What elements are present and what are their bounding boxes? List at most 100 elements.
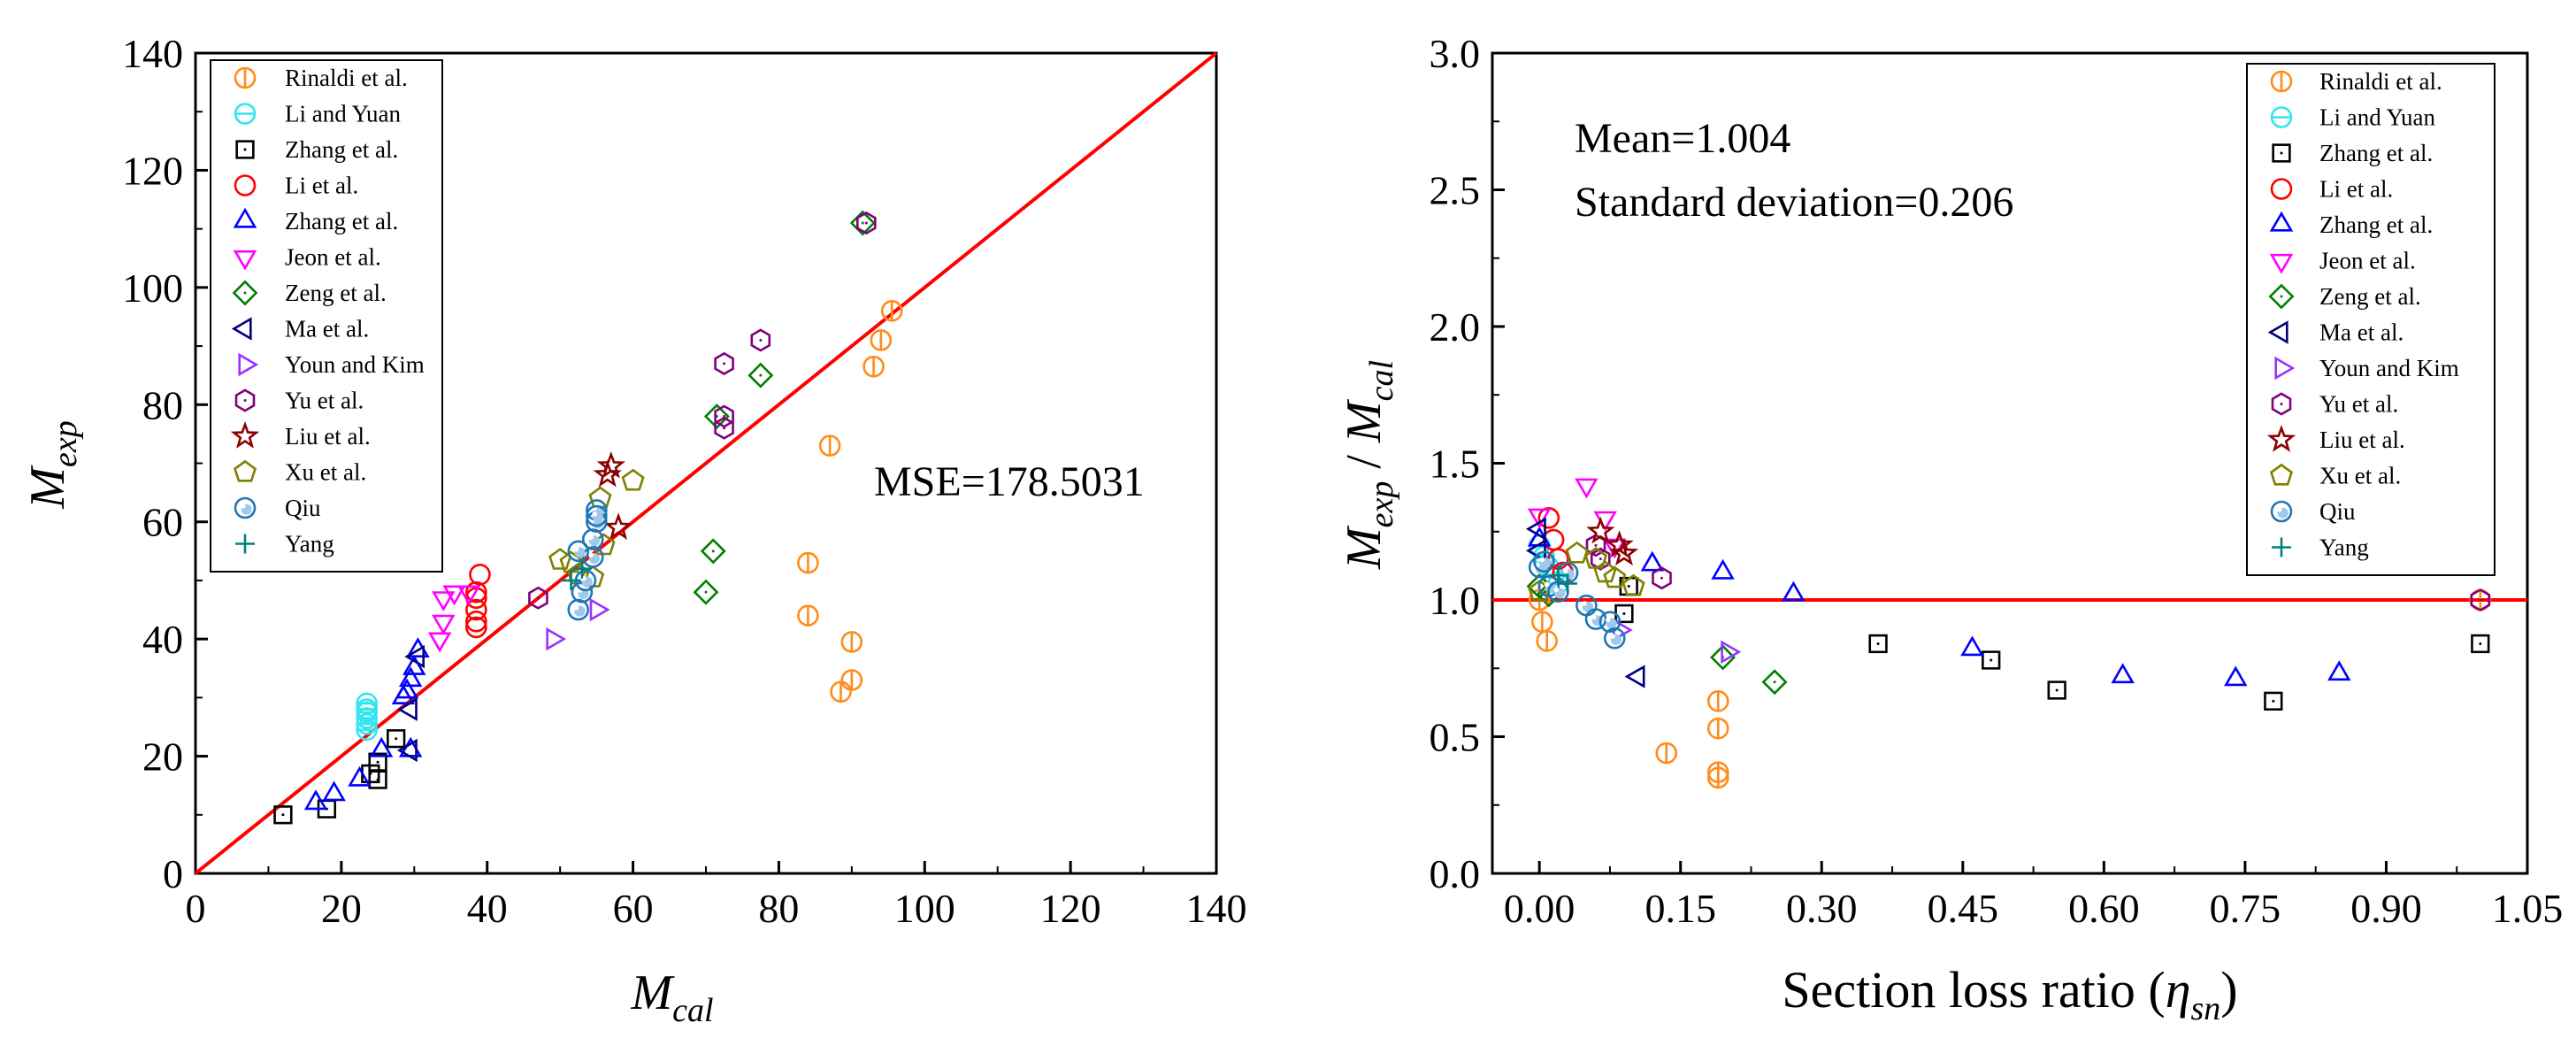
left-legend-item: Qiu <box>234 495 321 521</box>
plus-marker-icon <box>2272 537 2291 557</box>
left-y-tick-label: 60 <box>142 500 183 545</box>
data-point <box>1575 478 1598 499</box>
left-legend-label: Rinaldi et al. <box>285 65 408 91</box>
left-y-tick-label: 80 <box>142 382 183 427</box>
circle-hbar-marker-icon <box>2270 106 2293 128</box>
right-x-tick-label: 0.00 <box>1504 886 1576 931</box>
data-point <box>1603 627 1626 650</box>
left-data-points <box>273 210 903 825</box>
right-series-youn-and-kim-8 <box>1613 618 1742 664</box>
right-legend-item: Zhang et al. <box>2269 211 2433 238</box>
right-legend-item: Li et al. <box>2270 176 2393 203</box>
right-legend-label: Zeng et al. <box>2319 283 2421 310</box>
left-y-tick-label: 20 <box>142 734 183 780</box>
data-point <box>603 512 633 541</box>
right-legend-label: Liu et al. <box>2319 427 2405 453</box>
left-series-ma-et-al-7 <box>396 644 426 763</box>
data-point <box>588 486 612 509</box>
data-point <box>465 598 487 621</box>
right-y-tick-label: 0.0 <box>1430 851 1481 896</box>
data-point <box>442 585 466 606</box>
data-point <box>567 540 590 563</box>
data-point <box>797 604 819 627</box>
left-legend-item: Li and Yuan <box>234 101 401 127</box>
triangle-left-marker-icon <box>231 317 252 341</box>
data-point <box>1603 538 1627 559</box>
left-legend-label: Youn and Kim <box>285 351 425 378</box>
right-legend-item: Qiu <box>2270 498 2356 525</box>
left-legend-label: Li and Yuan <box>285 101 401 127</box>
sphere-marker-icon <box>2270 500 2293 523</box>
left-y-tick-label: 140 <box>122 31 183 76</box>
data-point <box>2470 588 2491 611</box>
left-x-tick-label: 140 <box>1186 886 1247 931</box>
data-point <box>1622 573 1645 596</box>
left-legend-label: Li et al. <box>285 173 358 199</box>
data-point <box>387 729 406 749</box>
right-data-points <box>1525 478 2492 789</box>
star-marker-icon <box>230 420 260 449</box>
data-point <box>356 692 379 715</box>
pentagon-marker-icon <box>233 459 257 482</box>
data-point <box>2471 634 2490 654</box>
right-legend-item: Zeng et al. <box>2268 283 2421 310</box>
star-marker-icon <box>2266 424 2296 452</box>
right-legend-item: Ma et al. <box>2267 319 2404 346</box>
data-point <box>1706 690 1729 712</box>
right-legend-box <box>2246 63 2496 576</box>
right-series-rinaldi-et-al-0 <box>1528 588 2492 789</box>
left-x-tick-label: 0 <box>186 886 206 931</box>
data-point <box>818 434 841 457</box>
data-point <box>396 697 418 721</box>
data-point <box>1609 538 1639 566</box>
data-point <box>840 669 863 691</box>
data-point <box>348 765 372 787</box>
left-legend: Rinaldi et al. Li and Yuan Zhang et al. Li … <box>230 65 425 557</box>
data-point <box>797 551 819 574</box>
diamond-marker-icon <box>2268 283 2295 310</box>
data-point <box>2047 680 2066 700</box>
left-legend-label: Yu et al. <box>285 388 364 414</box>
diamond-marker-icon <box>232 280 258 306</box>
data-point <box>1868 634 1888 654</box>
left-x-tick-label: 120 <box>1040 886 1101 931</box>
data-point <box>714 404 734 428</box>
left-legend-item: Rinaldi et al. <box>234 65 408 91</box>
right-legend-item: Yang <box>2272 534 2369 561</box>
data-point <box>1598 611 1622 634</box>
data-point <box>880 300 903 322</box>
right-x-tick-label: 0.75 <box>2210 886 2281 931</box>
left-legend-label: Zhang et al. <box>285 136 398 163</box>
triangle-right-marker-icon <box>2274 356 2296 381</box>
right-y-axis-label: Mexp / Mcal <box>1337 360 1400 570</box>
data-point <box>1591 547 1611 571</box>
data-point <box>1533 550 1555 573</box>
data-point <box>456 585 481 606</box>
square-marker-icon <box>235 140 255 159</box>
left-reference-line-path <box>194 51 1218 875</box>
right-legend-label: Yu et al. <box>2319 391 2398 418</box>
data-point <box>830 680 852 704</box>
data-point <box>1761 669 1788 696</box>
right-x-tick-label: 1.05 <box>2492 886 2564 931</box>
left-x-tick-label: 20 <box>321 886 362 931</box>
data-point <box>1624 665 1645 688</box>
left-legend-label: Zeng et al. <box>285 280 387 306</box>
left-legend-item: Yang <box>235 531 334 557</box>
triangle-up-marker-icon <box>2269 211 2294 232</box>
triangle-down-marker-icon <box>2269 253 2294 274</box>
data-point <box>2111 663 2135 684</box>
right-legend-label: Li and Yuan <box>2319 104 2435 131</box>
sphere-marker-icon <box>234 496 257 519</box>
right-series-yang-13 <box>1548 565 1578 594</box>
data-point <box>581 546 604 568</box>
left-series-qiu-12 <box>567 499 608 621</box>
right-x-tick-label: 0.30 <box>1786 886 1858 931</box>
left-y-axis-label: Mexp <box>20 420 84 509</box>
right-x-tick-label: 0.45 <box>1928 886 1999 931</box>
right-legend-label: Zhang et al. <box>2319 211 2433 238</box>
right-legend-label: Qiu <box>2319 498 2356 525</box>
data-point <box>2224 665 2248 687</box>
data-point <box>2264 691 2283 711</box>
data-point <box>1527 508 1552 529</box>
